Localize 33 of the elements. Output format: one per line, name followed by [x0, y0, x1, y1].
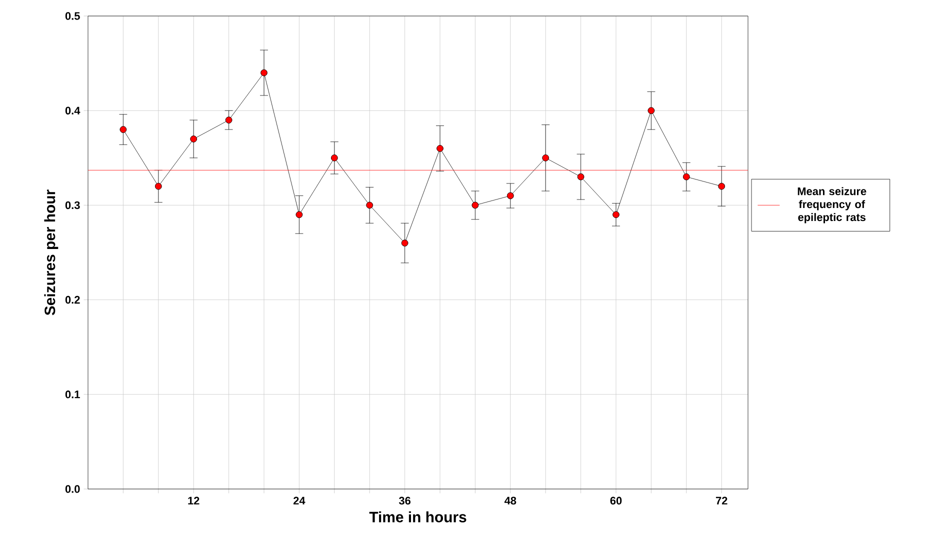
y-tick-label: 0.1 [65, 390, 80, 398]
x-tick-label: 12 [188, 496, 200, 504]
x-tick-label: 72 [716, 496, 728, 504]
point [506, 192, 514, 200]
x-tick-label: 24 [293, 496, 306, 504]
point [436, 145, 444, 152]
point [401, 240, 408, 246]
point [718, 182, 726, 190]
point [225, 116, 232, 124]
y-tick-label: 0.0 [65, 485, 80, 493]
point [542, 154, 550, 162]
y-tick-label: 0.2 [65, 296, 80, 304]
point [612, 211, 620, 218]
point [154, 182, 162, 190]
point [366, 202, 374, 209]
point [190, 136, 198, 142]
x-tick-label: 36 [398, 496, 410, 505]
x-tick-label: 60 [610, 496, 622, 505]
x-tick-label: 48 [504, 496, 516, 505]
point [472, 202, 479, 209]
y-axis-title: Seizures per hour [44, 190, 58, 316]
point [120, 126, 127, 133]
y-tick-label: 0.3 [65, 201, 80, 210]
point [296, 211, 303, 218]
y-tick-label: 0.5 [65, 12, 80, 20]
point [260, 69, 268, 76]
point [648, 107, 655, 114]
point [330, 154, 338, 162]
y-tick-label: 0.4 [65, 106, 80, 114]
point [577, 173, 584, 180]
point [682, 173, 690, 180]
legend-label: Mean seizure frequency of epileptic rats [798, 187, 866, 224]
x-axis-title: Time in hours [369, 511, 466, 522]
